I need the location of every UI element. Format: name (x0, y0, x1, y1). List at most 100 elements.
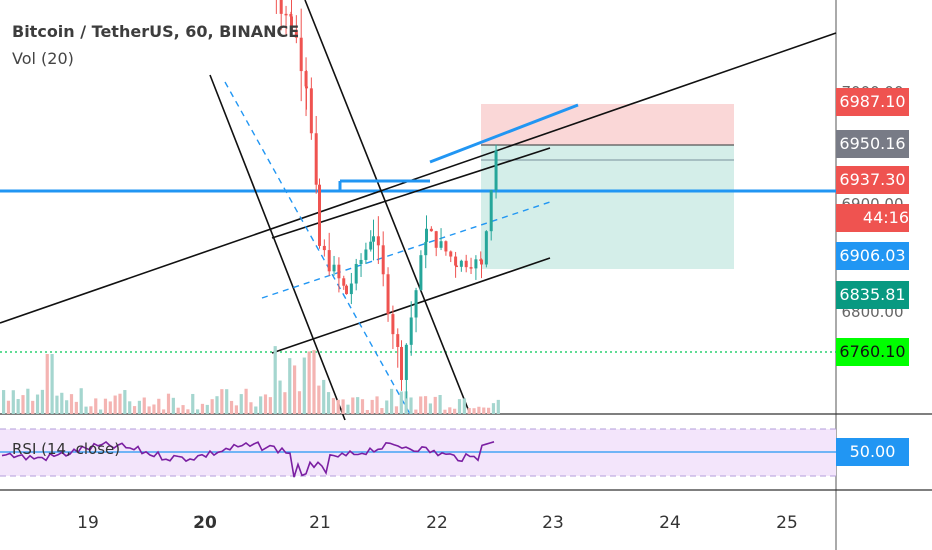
volume-bar (103, 398, 108, 414)
volume-bar (404, 391, 408, 414)
volume-bars (2, 346, 500, 414)
volume-bar (128, 401, 132, 414)
volume-bar (35, 394, 40, 414)
volume-bar (79, 388, 83, 414)
price-tag-6950: 6950.16 (836, 130, 909, 158)
volume-bar (307, 351, 311, 414)
volume-bar (467, 408, 471, 414)
volume-bar (472, 408, 476, 414)
candle-body (414, 290, 418, 318)
candle-body (364, 249, 368, 260)
x-tick-label: 19 (77, 513, 99, 533)
volume-bar (200, 403, 205, 414)
volume-bar (132, 406, 137, 414)
rsi-tag: 50.00 (836, 438, 909, 466)
volume-bar (293, 365, 297, 414)
rising-blue-line (429, 103, 579, 164)
volume-bar (322, 379, 326, 414)
candle-body (376, 236, 380, 246)
blue-resistance-lines[interactable] (338, 103, 579, 190)
channel-mid-dashed (224, 81, 411, 415)
channel-line-right (304, 0, 471, 415)
x-tick-label: 20 (193, 513, 217, 533)
volume-bar (74, 401, 78, 414)
symbol-title[interactable]: Bitcoin / TetherUS, 60, BINANCE (12, 22, 300, 41)
volume-bar (491, 403, 496, 414)
volume-bar (205, 404, 209, 414)
volume-bar (69, 394, 74, 414)
volume-bar (50, 354, 54, 414)
volume-bar (346, 404, 350, 414)
volume-bar (263, 394, 268, 414)
candle-body (449, 251, 453, 257)
volume-bar (268, 397, 272, 414)
candle-body (429, 228, 433, 232)
candle-body (464, 260, 468, 268)
volume-indicator-label[interactable]: Vol (20) (12, 49, 74, 68)
candle-body (391, 314, 395, 335)
candle-body (434, 231, 438, 248)
volume-bar (414, 409, 418, 414)
candlestick-series (275, 0, 498, 399)
volume-bar (399, 391, 403, 414)
countdown-tag: 44:16 (836, 204, 909, 232)
candle-body (386, 274, 390, 315)
volume-bar (40, 389, 44, 414)
volume-bar (360, 399, 365, 414)
dashed-channel-lines[interactable] (224, 81, 551, 415)
position-stop-zone[interactable] (481, 104, 734, 145)
volume-bar (142, 397, 146, 414)
volume-bar (196, 409, 200, 414)
candle-body (314, 133, 318, 185)
volume-bar (157, 398, 161, 414)
volume-bar (297, 391, 302, 414)
volume-bar (477, 406, 481, 414)
candle-body (290, 16, 293, 31)
volume-bar (273, 346, 277, 414)
volume-bar (326, 392, 331, 414)
candle-body (400, 346, 403, 380)
volume-bar (331, 398, 335, 414)
x-tick-label: 21 (309, 513, 331, 533)
volume-bar (45, 354, 49, 414)
candle-body (424, 241, 428, 256)
volume-bar (6, 400, 11, 414)
volume-bar (186, 409, 190, 414)
candle-body (404, 344, 408, 380)
volume-bar (210, 399, 214, 414)
candle-body (484, 231, 488, 265)
volume-bar (108, 401, 112, 414)
volume-bar (123, 390, 127, 414)
x-tick-label: 24 (659, 513, 681, 533)
volume-bar (65, 400, 69, 414)
candle-body (454, 256, 458, 266)
rsi-line (1, 441, 495, 478)
volume-bar (181, 405, 185, 414)
volume-bar (215, 396, 219, 414)
long-trendline (0, 32, 837, 324)
volume-bar (152, 404, 156, 414)
volume-bar (162, 409, 166, 414)
legend: Bitcoin / TetherUS, 60, BINANCE Vol (20) (12, 22, 299, 68)
volume-bar (380, 408, 384, 414)
volume-bar (225, 389, 229, 414)
candle-body (494, 150, 498, 191)
volume-bar (482, 407, 486, 414)
volume-bar (390, 388, 394, 414)
volume-bar (21, 395, 25, 414)
volume-bar (375, 396, 379, 414)
volume-bar (55, 395, 59, 414)
volume-bar (191, 393, 195, 414)
position-target-zone[interactable] (481, 145, 734, 269)
price-tag-6937: 6937.30 (836, 166, 909, 194)
candle-body (372, 236, 375, 242)
volume-bar (433, 396, 437, 414)
volume-bar (317, 385, 321, 414)
candle-body (327, 250, 331, 272)
candle-body (345, 285, 348, 295)
volume-bar (113, 395, 117, 414)
candle-body (294, 30, 298, 38)
rsi-indicator-label[interactable]: RSI (14, close) (12, 440, 121, 458)
candle-body (489, 190, 493, 232)
